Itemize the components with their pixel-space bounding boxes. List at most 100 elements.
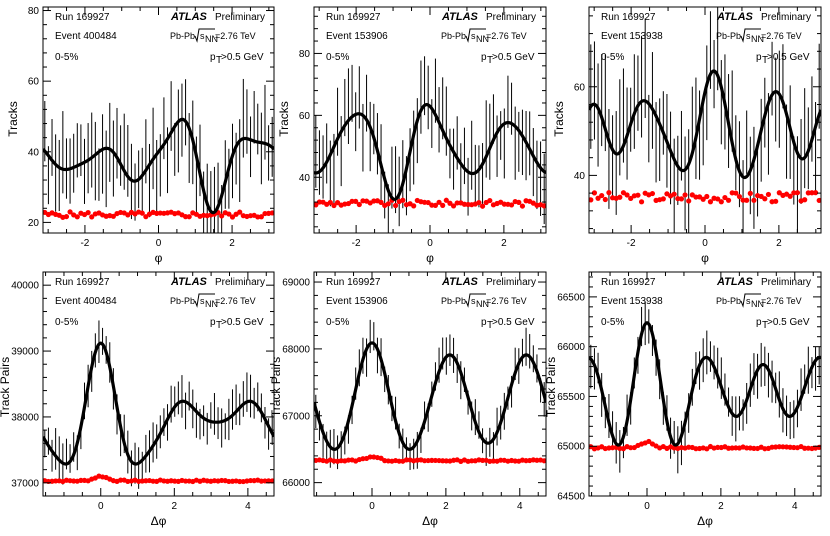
mixed-event-point [704,193,710,200]
run-label: Run 169927 [55,277,110,288]
y-tick-label: 40000 [11,281,39,292]
x-tick-label: 0 [427,238,433,249]
y-tick-label: 20 [28,218,40,229]
preliminary-label: Preliminary [761,12,811,23]
collision-system-label: Pb-Pb [716,31,741,41]
y-axis-title: Tracks [6,101,20,137]
mixed-event-point [715,196,721,202]
sqrt-symbol [194,28,215,43]
sqrt-s-symbol: s [471,31,476,41]
y-tick-label: 65000 [557,442,585,453]
mixed-event-point [686,198,692,204]
mixed-event-point [646,438,652,445]
mixed-event-point [392,202,399,209]
mixed-event-point [269,478,274,484]
mixed-event-point [773,198,779,204]
mixed-event-point [589,197,594,203]
chart-panel-4: 0 2 4 37000 38000 39000 40000 Δφ Track Pairs Run … [0,271,275,528]
mixed-event-point [353,198,359,204]
mixed-event-point [314,202,319,208]
y-axis-title: Track Pairs [544,357,558,417]
sqrt-s-symbol: s [200,296,205,306]
mixed-event-point [747,190,753,196]
mixed-event-point [479,203,486,209]
mixed-event-point [812,190,819,196]
mixed-event-point [367,454,373,460]
preliminary-label: Preliminary [486,277,536,288]
mixed-event-point [751,197,757,203]
chart-panel-6: 0 2 4 64500 65000 65500 66000 66500 Δφ Track Pair… [544,271,822,528]
x-tick-label: -2 [627,238,636,249]
y-tick-label: 80 [28,6,40,17]
mixed-event-point [378,199,384,205]
mixed-event-point [733,445,739,451]
mixed-event-point [89,214,95,220]
energy-label: =2.76 TeV [486,31,527,41]
pt-subscript: T [216,55,222,66]
mixed-event-point [454,200,460,206]
fourier-fit-curve [589,69,821,180]
plot-frame [313,271,547,497]
sqrt-symbol [465,28,486,43]
mixed-event-point [182,478,189,484]
mixed-event-point [186,214,192,220]
mixed-event-point [143,214,149,220]
mixed-event-point [247,477,254,484]
mixed-event-point [237,209,243,215]
run-label: Run 169927 [601,277,656,288]
mixed-event-point [110,213,116,219]
energy-label: =2.76 TeV [761,296,802,306]
pt-symbol: p [756,52,762,63]
energy-label: =2.76 TeV [215,296,256,306]
mixed-event-point [671,191,677,197]
pt-cut-label: >0.5 GeV [767,52,810,63]
mixed-event-point [794,190,801,196]
nn-subscript: NN [205,34,218,44]
mixed-event-point [541,458,546,464]
energy-label: =2.76 TeV [761,31,802,41]
mixed-event-point [617,194,623,200]
mixed-event-point [432,457,439,464]
mixed-event-point [628,195,634,202]
mixed-event-point [487,197,493,204]
pt-symbol: p [756,317,762,328]
sqrt-s-symbol: s [471,296,476,306]
mixed-event-point [638,199,645,205]
collision-system-label: Pb-Pb [170,31,195,41]
y-tick-label: 60 [574,82,586,93]
mixed-event-point [226,211,232,217]
event-label: Event 153906 [326,296,388,307]
mixed-event-point [762,196,768,202]
y-tick-label: 67000 [282,411,310,422]
y-tick-label: 37000 [11,478,39,489]
plot-area [314,319,546,470]
plot-frame [588,271,822,497]
plot-area [43,78,274,233]
fourier-fit-curve [43,117,274,215]
mixed-event-point [334,200,341,206]
y-tick-label: 68000 [282,344,310,355]
mixed-event-point [78,477,84,483]
pt-symbol: p [210,52,216,63]
y-tick-label: 66000 [557,342,585,353]
centrality-label: 0-5% [55,52,78,63]
centrality-label: 0-5% [326,52,349,63]
mixed-event-point [776,444,782,450]
x-axis-title: Δφ [697,514,713,528]
mixed-event-point [519,203,526,209]
event-label: Event 153938 [601,31,663,42]
mixed-event-point [440,202,446,208]
nn-subscript: NN [751,299,764,309]
mixed-event-point [722,194,728,201]
y-tick-label: 69000 [282,278,310,289]
mixed-event-point [682,192,688,198]
mixed-event-point [118,477,124,483]
mixed-event-point [809,190,815,196]
pt-subscript: T [762,320,768,331]
mixed-event-point [595,195,601,201]
y-tick-label: 66500 [557,292,585,303]
mixed-event-point [736,193,743,200]
chart-panel-3: -2 0 2 40 60 φ Tracks Run 169927 Event 153938 0-5… [552,6,822,265]
x-tick-label: 4 [517,501,523,512]
pt-subscript: T [487,55,493,66]
